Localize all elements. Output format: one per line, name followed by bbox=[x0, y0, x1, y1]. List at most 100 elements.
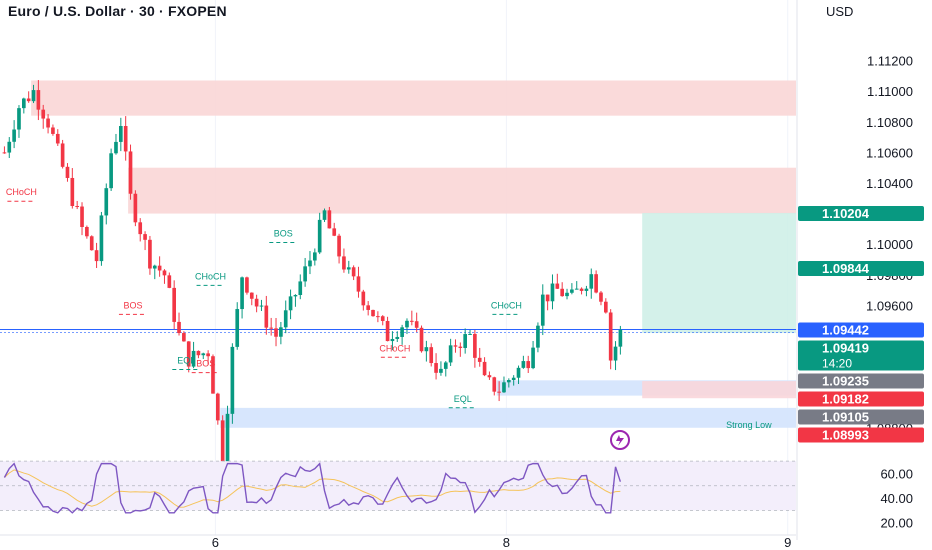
candle-body-50 bbox=[245, 277, 249, 293]
candle-body-87 bbox=[424, 347, 429, 352]
smc-label-2: CHoCH bbox=[195, 271, 226, 281]
candle-body-35 bbox=[172, 287, 176, 322]
candle-body-57 bbox=[279, 327, 283, 337]
candle-body-14 bbox=[70, 177, 75, 207]
candle-body-75 bbox=[366, 305, 370, 310]
zones-layer bbox=[0, 80, 797, 428]
candle-body-8 bbox=[41, 109, 46, 119]
candle-body-26 bbox=[128, 151, 133, 194]
candle-body-81 bbox=[395, 336, 400, 339]
candle-body-33 bbox=[162, 270, 167, 276]
candle-body-125 bbox=[608, 312, 613, 361]
price-label-bg-7 bbox=[798, 427, 924, 443]
candle-body-80 bbox=[390, 338, 395, 342]
candle-body-103 bbox=[502, 382, 506, 393]
candle-body-21 bbox=[104, 188, 109, 216]
price-tick-0: 1.11200 bbox=[867, 54, 913, 69]
supply-zone-1 bbox=[128, 167, 797, 214]
candle-body-18 bbox=[89, 236, 94, 251]
candle-body-56 bbox=[274, 328, 278, 337]
candle-body-29 bbox=[143, 234, 147, 240]
candle-body-55 bbox=[269, 327, 273, 329]
candle-body-101 bbox=[492, 377, 497, 392]
price-label-sub-3: 14:20 bbox=[822, 357, 852, 371]
candle-body-17 bbox=[85, 226, 89, 237]
smc-label-6: CHoCH bbox=[379, 343, 410, 353]
stop-zone-5 bbox=[642, 381, 796, 399]
candle-body-66 bbox=[322, 210, 327, 220]
candle-body-109 bbox=[531, 347, 535, 369]
candle-body-62 bbox=[303, 266, 307, 282]
candle-body-123 bbox=[599, 292, 603, 302]
price-label-1: 1.09844 bbox=[822, 261, 870, 276]
time-tick-0: 6 bbox=[212, 535, 219, 550]
candle-body-90 bbox=[439, 368, 443, 373]
candle-body-78 bbox=[380, 316, 385, 321]
price-tick-4: 1.10400 bbox=[866, 176, 913, 191]
candle-body-1 bbox=[7, 141, 12, 153]
candle-body-98 bbox=[477, 357, 482, 362]
candle-body-69 bbox=[337, 235, 341, 257]
candle-body-45 bbox=[220, 420, 225, 466]
price-label-bg-6 bbox=[798, 409, 924, 425]
candle-body-102 bbox=[497, 391, 501, 393]
price-label-bg-5 bbox=[798, 391, 924, 407]
candle-body-117 bbox=[570, 289, 574, 293]
candle-body-124 bbox=[604, 301, 608, 313]
candle-body-63 bbox=[308, 260, 312, 267]
candle-body-84 bbox=[410, 320, 414, 322]
candle-body-119 bbox=[579, 288, 584, 291]
candle-body-3 bbox=[17, 108, 21, 130]
candle-body-126 bbox=[613, 346, 618, 361]
candle-body-38 bbox=[186, 341, 191, 367]
time-axis[interactable]: 6 8 9 bbox=[0, 534, 796, 550]
smc-label-0: CHoCH bbox=[6, 187, 37, 197]
candle-body-64 bbox=[313, 252, 317, 261]
candle-body-120 bbox=[584, 288, 589, 291]
price-label-0: 1.10204 bbox=[822, 206, 870, 221]
candle-body-24 bbox=[119, 126, 123, 142]
candle-body-30 bbox=[148, 239, 152, 269]
price-label-bg-0 bbox=[798, 205, 924, 221]
price-label-6: 1.09105 bbox=[822, 410, 869, 425]
currency-label[interactable]: USD bbox=[826, 4, 854, 19]
price-label-7: 1.08993 bbox=[822, 428, 869, 443]
candle-body-65 bbox=[317, 219, 322, 253]
candle-body-11 bbox=[55, 133, 60, 144]
time-tick-1: 8 bbox=[503, 535, 510, 550]
price-label-bg-4 bbox=[798, 373, 924, 389]
candle-body-42 bbox=[206, 353, 210, 357]
candle-body-41 bbox=[201, 353, 206, 356]
candle-body-79 bbox=[385, 320, 390, 342]
candle-body-39 bbox=[191, 350, 196, 367]
candle-body-59 bbox=[288, 296, 293, 311]
price-label-bg-3 bbox=[798, 340, 924, 371]
candle-body-94 bbox=[458, 346, 463, 348]
candle-body-76 bbox=[371, 309, 375, 317]
candle-body-121 bbox=[589, 274, 594, 289]
candle-body-114 bbox=[555, 283, 560, 289]
price-label-2: 1.09442 bbox=[822, 323, 869, 338]
smc-label-5: BOS bbox=[274, 229, 293, 239]
candle-body-83 bbox=[405, 320, 409, 328]
smc-label-3: EQL bbox=[177, 356, 195, 366]
candle-body-40 bbox=[196, 350, 201, 356]
candle-body-113 bbox=[550, 283, 555, 302]
rsi-tick-1: 40.00 bbox=[880, 491, 913, 506]
candle-body-36 bbox=[177, 321, 181, 334]
candle-body-2 bbox=[12, 129, 16, 142]
candle-body-61 bbox=[298, 281, 303, 295]
smc-label-1: BOS bbox=[123, 300, 142, 310]
candle-body-12 bbox=[60, 143, 65, 167]
candle-body-23 bbox=[114, 141, 118, 154]
rsi-tick-0: 60.00 bbox=[880, 466, 913, 481]
smc-label-9: Strong Low bbox=[726, 420, 772, 430]
candle-body-28 bbox=[138, 222, 143, 235]
supply-zone-0 bbox=[31, 80, 797, 116]
price-tick-2: 1.10800 bbox=[866, 115, 913, 130]
candle-body-13 bbox=[65, 166, 70, 178]
candle-body-73 bbox=[356, 276, 361, 292]
price-axis[interactable]: 1.11200 1.11000 1.10800 1.10600 1.10400 1.100… bbox=[796, 0, 932, 550]
